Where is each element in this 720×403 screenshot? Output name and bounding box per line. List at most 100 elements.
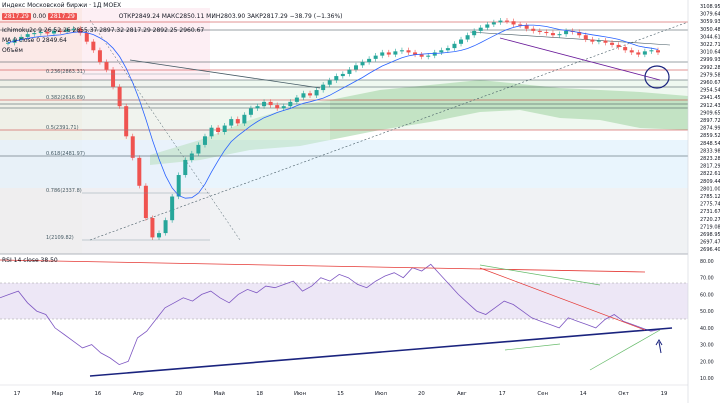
ichimoku-cloud-left [150, 100, 330, 165]
rsi-axis-label: 30.00 [700, 343, 714, 349]
ma-legend[interactable]: MA 9 close 0 2849.64 [2, 37, 67, 44]
candle-body [491, 22, 496, 25]
price-axis-label: 2999.93 [700, 57, 720, 63]
candles [6, 18, 660, 240]
time-axis-label: 16 [94, 391, 101, 397]
time-axis-label: Июн [294, 391, 307, 397]
candle-body [498, 20, 503, 23]
candle-body [294, 97, 299, 102]
candle-body [288, 101, 293, 107]
candle-body [222, 125, 227, 132]
candle-body [353, 65, 358, 70]
candle-body [518, 24, 523, 26]
fib-label: 0.382(2616.89) [46, 95, 85, 101]
candle-body [38, 31, 43, 34]
price-axis-label: 3044.61 [700, 34, 720, 40]
candle-body [104, 62, 109, 70]
candle-body [216, 127, 221, 132]
candle-body [386, 52, 391, 55]
price-axis-label: 3022.71 [700, 42, 720, 48]
candle-body [111, 69, 116, 87]
candle-body [157, 233, 162, 238]
candle-body [642, 51, 647, 55]
fib-label: 0.236(2863.31) [46, 69, 85, 75]
candle-body [91, 41, 96, 51]
candle-body [340, 73, 345, 77]
candle-body [262, 101, 267, 107]
time-axis-label: Авг [457, 391, 467, 397]
trend-line-purple [499, 37, 661, 81]
fib-label: 0.618(2481.97) [46, 151, 85, 157]
circle-annotation [644, 65, 670, 89]
candle-body [235, 119, 240, 124]
price-axis-label: 2698.95 [700, 232, 720, 238]
symbol-title[interactable]: Индекс Московской биржи · 1Д MOEX [2, 2, 122, 9]
candle-body [32, 33, 37, 35]
price-axis-label: 2822.61 [700, 171, 720, 177]
candle-body [459, 39, 464, 44]
candle-body [321, 84, 326, 91]
candle-body [137, 157, 142, 186]
candle-body [452, 43, 457, 49]
price-chip-right[interactable]: 2817.29 [48, 13, 77, 20]
candle-body [84, 33, 89, 42]
rsi-legend[interactable]: RSI 14 close 38.50 [2, 257, 58, 264]
price-axis-label: 2809.44 [700, 179, 720, 185]
candle-body [399, 50, 404, 52]
candle-body [550, 33, 555, 36]
candle-body [419, 54, 424, 57]
volume-legend[interactable]: Объём [2, 47, 23, 54]
price-axis-label: 2912.43 [700, 103, 720, 109]
candle-body [432, 52, 437, 56]
price-axis-label: 2992.28 [700, 65, 720, 71]
fib-label: 1(2109.82) [46, 235, 74, 241]
candle-body [275, 105, 280, 109]
price-axis-label: 3059.93 [700, 19, 720, 25]
horizontal-levels [0, 21, 688, 157]
rsi-axis-label: 70.00 [700, 276, 714, 282]
rsi-axis-label: 40.00 [700, 326, 714, 332]
candle-body [380, 52, 385, 56]
price-axis-label: 2775.74 [700, 202, 720, 208]
candle-body [360, 62, 365, 66]
candle-body [413, 52, 418, 55]
change-chip: 0.00 [32, 13, 47, 20]
candle-body [308, 93, 313, 96]
candle-body [623, 47, 628, 51]
price-axis-label: 2823.28 [700, 156, 720, 162]
candle-body [373, 55, 378, 59]
candle-body [65, 29, 70, 32]
fib-label: 0.5(2391.71) [46, 125, 79, 131]
candle-body [544, 31, 549, 34]
price-axis-label: 2954.54 [700, 88, 720, 94]
price-axis-label: 2833.98 [700, 148, 720, 154]
ichimoku-legend[interactable]: Ichimoku2c 9 26 52 26 2855.37 2897.32 28… [2, 27, 205, 34]
candle-body [649, 50, 654, 52]
rsi-axis-label: 20.00 [700, 359, 714, 365]
gray-band [0, 188, 688, 254]
candle-body [485, 24, 490, 28]
candle-body [229, 119, 234, 126]
candle-body [51, 30, 56, 34]
time-axis-label: 14 [580, 391, 587, 397]
price-axis-label: 2859.52 [700, 133, 720, 139]
candle-body [616, 44, 621, 48]
rsi-axis[interactable]: 80.00 70.00 60.00 50.00 40.00 30.00 20.00 10.00 [700, 259, 714, 382]
time-axis-label: Сен [537, 391, 548, 397]
time-axis[interactable]: 17 Мар 16 Апр 20 Май 18 Июн 15 Июл 20 Авг 17 Сен 14 Окт… [14, 390, 668, 397]
candle-body [281, 106, 286, 109]
trend-line-top [469, 31, 671, 46]
time-axis-label: 15 [337, 391, 344, 397]
price-axis-label: 3079.64 [700, 12, 720, 18]
price-chip[interactable]: 2817.29 [2, 13, 31, 20]
candle-body [176, 175, 181, 197]
time-axis-label: Июл [375, 391, 387, 397]
candle-body [557, 34, 562, 36]
candle-body [334, 76, 339, 81]
price-axis-label: 2874.99 [700, 126, 720, 132]
candle-body [590, 39, 595, 42]
candle-body [143, 185, 148, 219]
arrow-annotation [655, 339, 663, 354]
price-axis-label: 3010.64 [700, 50, 720, 56]
